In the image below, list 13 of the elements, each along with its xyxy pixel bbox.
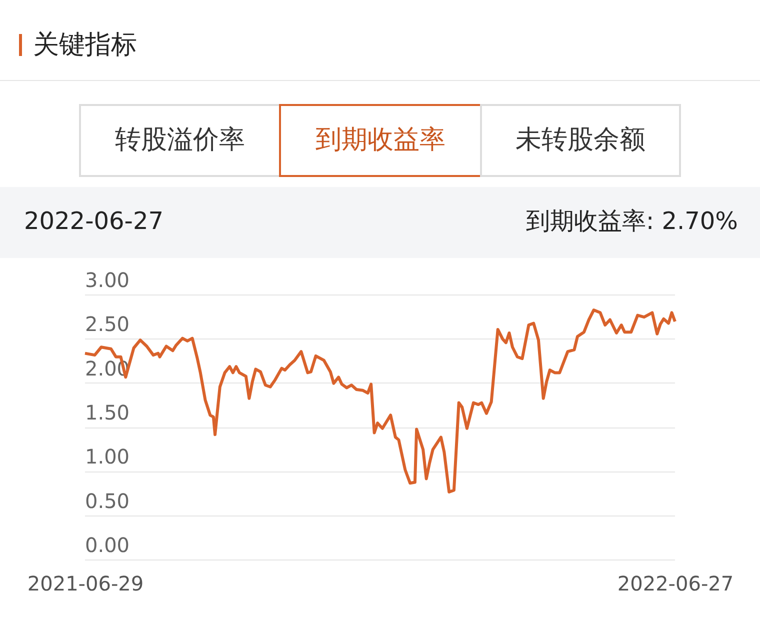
y-tick-label: 3.00 <box>85 268 130 292</box>
text: 2022-06-27 <box>24 207 164 235</box>
text: 到期收益率 <box>316 125 446 155</box>
y-tick-label: 1.00 <box>85 444 130 469</box>
y-tick-label: 0.50 <box>85 488 130 513</box>
chart-title: 关键指标 <box>33 30 137 60</box>
y-tick-label: 2.50 <box>85 312 130 336</box>
text: 未转股余额 <box>516 125 646 155</box>
text: 转股溢价率 <box>115 125 245 155</box>
y-tick-label: 0.00 <box>85 533 130 557</box>
text: 到期收益率: 2.70% <box>526 207 738 235</box>
y-tick-label: 1.50 <box>85 400 130 424</box>
x-tick-label: 2021-06-29 <box>27 572 144 596</box>
